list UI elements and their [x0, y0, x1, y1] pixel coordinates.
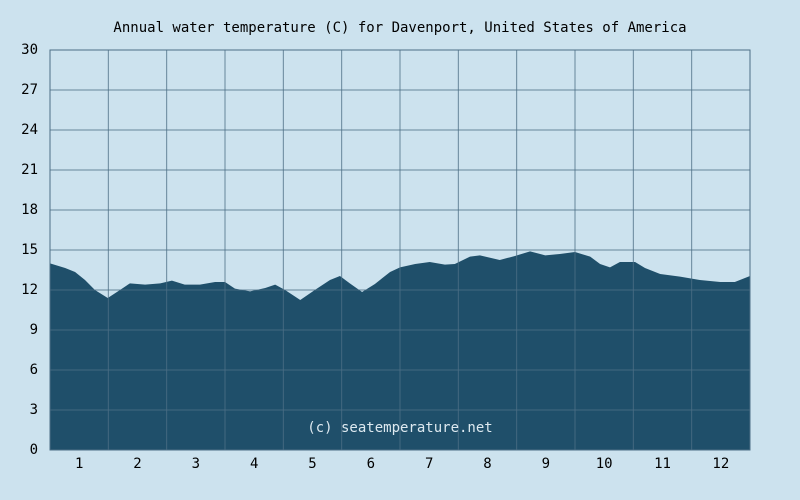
y-tick-label: 27 — [21, 82, 38, 98]
x-tick-label: 11 — [654, 456, 671, 472]
x-tick-label: 2 — [133, 456, 141, 472]
x-tick-label: 4 — [250, 456, 258, 472]
x-tick-label: 1 — [75, 456, 83, 472]
plot-border — [49, 49, 751, 451]
y-tick-label: 0 — [30, 442, 38, 458]
x-tick-label: 5 — [308, 456, 316, 472]
y-tick-label: 6 — [30, 362, 38, 378]
x-tick-label: 8 — [483, 456, 491, 472]
watermark: (c) seatemperature.net — [307, 420, 492, 436]
y-tick-label: 30 — [21, 42, 38, 58]
x-tick-label: 3 — [192, 456, 200, 472]
y-tick-label: 18 — [21, 202, 38, 218]
x-tick-label: 6 — [367, 456, 375, 472]
x-tick-label: 10 — [596, 456, 613, 472]
x-tick-label: 12 — [712, 456, 729, 472]
x-tick-label: 7 — [425, 456, 433, 472]
y-tick-label: 3 — [30, 402, 38, 418]
y-tick-label: 9 — [30, 322, 38, 338]
x-tick-label: 9 — [542, 456, 550, 472]
y-tick-label: 15 — [21, 242, 38, 258]
y-tick-label: 24 — [21, 122, 38, 138]
y-tick-label: 12 — [21, 282, 38, 298]
chart-title: Annual water temperature (C) for Davenpo… — [113, 20, 686, 36]
y-tick-label: 21 — [21, 162, 38, 178]
